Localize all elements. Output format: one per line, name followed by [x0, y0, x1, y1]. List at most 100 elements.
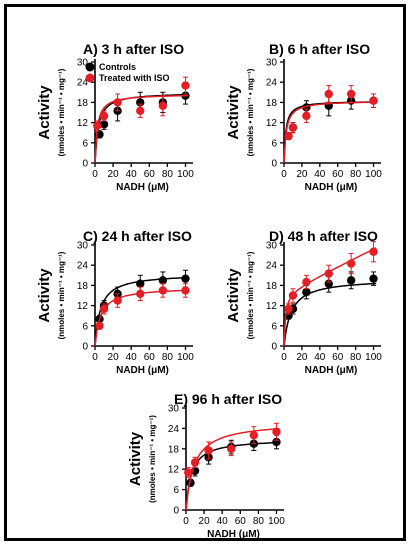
- data-point: [99, 304, 109, 314]
- x-tick-label: 100: [177, 169, 194, 180]
- x-tick-label: 40: [314, 169, 326, 180]
- y-axis-label: Activity: [127, 431, 144, 486]
- data-point: [136, 106, 145, 116]
- series-treated: [94, 283, 190, 347]
- data-point: [324, 269, 333, 278]
- x-tick-label: 20: [199, 516, 211, 527]
- chart-title: A) 3 h after ISO: [83, 41, 184, 57]
- y-axis-unit-label: (nmoles • min⁻¹ • mg⁻¹): [148, 415, 157, 503]
- x-tick-label: 80: [253, 516, 265, 527]
- data-point: [186, 478, 195, 487]
- data-point: [99, 111, 109, 121]
- data-point: [99, 120, 109, 129]
- y-axis-label: Activity: [225, 268, 242, 323]
- x-tick-label: 40: [126, 352, 138, 363]
- data-point: [302, 287, 311, 297]
- y-tick-label: 30: [266, 58, 278, 69]
- chart-title: C) 24 h after ISO: [83, 228, 192, 244]
- data-point: [227, 444, 236, 453]
- x-axis-label: NADH (μM): [305, 182, 358, 193]
- x-tick-label: 0: [281, 169, 287, 180]
- x-tick-label: 0: [92, 169, 98, 180]
- y-tick-label: 18: [77, 281, 89, 292]
- data-point: [158, 276, 168, 285]
- y-tick-label: 18: [266, 281, 278, 292]
- y-tick-label: 12: [266, 301, 278, 312]
- y-axis-unit-label: (nmoles • min⁻¹ • mg⁻¹): [246, 68, 255, 156]
- legend-marker: [85, 62, 95, 72]
- data-point: [284, 131, 293, 141]
- y-axis-label: Activity: [225, 85, 242, 140]
- y-tick-label: 12: [168, 465, 180, 476]
- series-treated: [93, 76, 190, 164]
- x-tick-label: 80: [350, 169, 362, 180]
- y-tick-label: 6: [271, 321, 277, 332]
- data-point: [369, 96, 378, 105]
- y-tick-label: 0: [271, 159, 277, 170]
- chart-panel-5: E) 96 h after ISO 0 6 12 18 24 30 0 20 40 60 80 100 N…: [127, 391, 285, 540]
- y-tick-label: 18: [77, 98, 89, 109]
- x-tick-label: 20: [108, 352, 120, 363]
- chart-panel-4: D) 48 h after ISO 0 6 12 18 24 30 0 20 40 60 80 100 N…: [225, 228, 382, 376]
- series-controls: [94, 269, 190, 347]
- y-tick-label: 30: [266, 241, 278, 252]
- series-controls: [283, 271, 378, 347]
- y-tick-label: 18: [168, 444, 180, 455]
- x-tick-label: 20: [296, 169, 308, 180]
- data-point: [158, 101, 168, 110]
- chart-title: D) 48 h after ISO: [269, 228, 378, 244]
- data-point: [113, 296, 122, 305]
- x-tick-label: 100: [268, 516, 285, 527]
- fit-curve: [283, 101, 377, 164]
- data-point: [346, 276, 356, 285]
- x-tick-label: 80: [350, 352, 362, 363]
- x-tick-label: 0: [92, 352, 98, 363]
- data-point: [136, 279, 145, 288]
- y-tick-label: 24: [266, 261, 278, 272]
- chart-panel-1: A) 3 h after ISO 0 6 12 18 24 30 0 20 40 60 80 100 NA…: [36, 41, 194, 193]
- data-point: [284, 304, 293, 314]
- data-point: [136, 289, 145, 299]
- data-point: [184, 468, 193, 477]
- y-tick-label: 6: [82, 138, 88, 149]
- data-point: [302, 277, 311, 287]
- chart-panel-2: B) 6 h after ISO 0 6 12 18 24 30 0 20 40 60 80 100 NA…: [225, 41, 382, 193]
- chart-title: B) 6 h after ISO: [269, 41, 370, 57]
- y-tick-label: 30: [168, 404, 180, 415]
- x-tick-label: 60: [144, 352, 156, 363]
- data-point: [93, 121, 102, 131]
- fit-curve: [94, 276, 189, 347]
- y-axis-label: Activity: [36, 85, 53, 140]
- data-point: [346, 259, 356, 268]
- legend-label: Treated with ISO: [99, 73, 170, 83]
- y-tick-label: 12: [77, 118, 89, 129]
- x-tick-label: 40: [217, 516, 229, 527]
- y-tick-label: 24: [266, 78, 278, 89]
- fit-curve: [283, 282, 377, 347]
- data-point: [346, 89, 356, 99]
- fit-curve: [283, 101, 377, 164]
- y-tick-label: 24: [77, 261, 89, 272]
- y-tick-label: 0: [173, 506, 179, 517]
- data-point: [181, 286, 190, 295]
- x-tick-label: 100: [177, 352, 194, 363]
- series-treated: [283, 85, 378, 164]
- fit-curve: [283, 247, 377, 347]
- data-point: [302, 111, 311, 121]
- data-point: [95, 321, 104, 330]
- figure-border: [4, 4, 406, 541]
- data-point: [249, 431, 259, 440]
- y-tick-label: 24: [77, 78, 89, 89]
- data-point: [181, 274, 190, 283]
- fit-curve: [94, 94, 189, 164]
- x-tick-label: 80: [162, 169, 174, 180]
- data-point: [288, 291, 298, 300]
- x-tick-label: 60: [332, 352, 344, 363]
- y-tick-label: 6: [271, 138, 277, 149]
- y-axis-unit-label: (nmoles • min⁻¹ • mg⁻¹): [246, 251, 255, 339]
- data-point: [324, 89, 333, 99]
- y-axis-label: Activity: [36, 268, 53, 323]
- x-tick-label: 0: [281, 352, 287, 363]
